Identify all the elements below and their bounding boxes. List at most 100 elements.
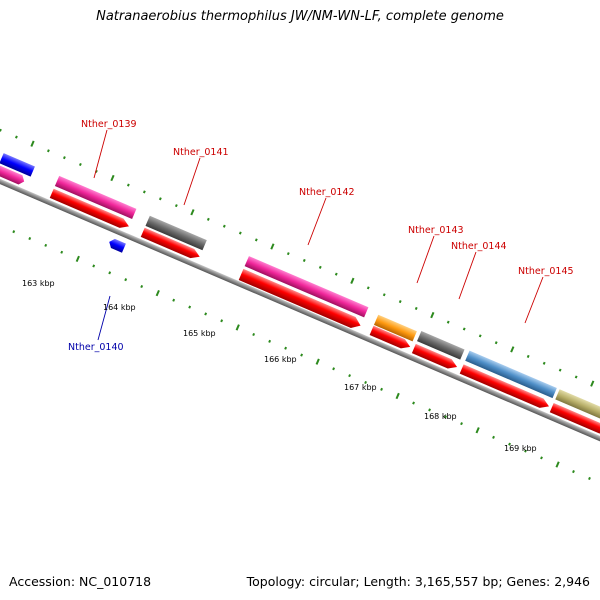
gene-block-nther-0145[interactable] (465, 350, 557, 399)
lower-scale-minor-tick (204, 312, 208, 316)
gene-block-nther-0144[interactable] (417, 331, 465, 360)
gene-block-nther-0138[interactable] (0, 153, 35, 177)
upper-scale-minor-tick (542, 361, 546, 365)
gene-arrow-nther-0144[interactable] (411, 343, 459, 372)
lower-scale-minor-tick (380, 387, 383, 391)
upper-scale-minor-tick (462, 327, 466, 331)
upper-scale-minor-tick (398, 300, 402, 304)
gene-label-nther-0143: Nther_0143 (408, 225, 464, 236)
lower-scale-minor-tick (364, 380, 367, 385)
lower-scale-minor-tick (332, 367, 336, 371)
upper-scale-minor-tick (158, 197, 162, 201)
lower-scale-minor-tick (428, 408, 431, 412)
upper-scale-minor-tick (558, 368, 562, 372)
lower-scale-major-tick (555, 461, 560, 468)
upper-scale-minor-tick (46, 149, 50, 153)
scale-label-165: 165 kbp (183, 329, 216, 338)
lower-scale-major-tick (155, 289, 160, 297)
upper-scale-minor-tick (286, 252, 290, 256)
upper-scale-major-tick (110, 174, 115, 182)
lower-scale-minor-tick (92, 264, 96, 268)
scale-label-168: 168 kbp (424, 412, 457, 421)
gene-label-nther-0145: Nther_0145 (518, 266, 574, 277)
gene-arrow-nther-0146[interactable] (549, 403, 600, 437)
scale-label-166: 166 kbp (264, 355, 297, 364)
upper-scale-major-tick (510, 346, 515, 353)
lower-scale-minor-tick (348, 374, 352, 378)
upper-scale-minor-tick (126, 183, 130, 187)
gene-label-nther-0142: Nther_0142 (299, 187, 355, 198)
lower-scale-minor-tick (188, 305, 192, 309)
gene-block-nther-0143[interactable] (373, 314, 417, 342)
upper-scale-minor-tick (78, 162, 82, 167)
lower-scale-minor-tick (252, 332, 256, 337)
lower-scale-minor-tick (108, 271, 112, 275)
gene-arrow-nther-0141[interactable] (140, 227, 202, 262)
gene-label-leaders (93, 129, 544, 341)
lower-scale-minor-tick (220, 319, 224, 323)
upper-scale-minor-tick (526, 354, 530, 358)
gene-arrow-nther-0139[interactable] (49, 188, 131, 231)
lower-scale-minor-tick (28, 236, 32, 241)
gene-block-nther-0141[interactable] (145, 215, 207, 251)
lower-scale-minor-tick (60, 250, 64, 254)
lower-scale-minor-tick (540, 456, 543, 460)
gene-label-nther-0141: Nther_0141 (173, 147, 229, 158)
gene-block-nther-0139[interactable] (54, 175, 137, 220)
lower-scale-ticks (12, 230, 591, 480)
lower-scale-minor-tick (12, 230, 16, 234)
upper-scale-minor-tick (494, 341, 498, 345)
lower-scale-minor-tick (460, 422, 463, 426)
genome-summary-text: Topology: circular; Length: 3,165,557 bp… (246, 574, 590, 589)
upper-scale-minor-tick (382, 293, 386, 297)
lower-scale-major-tick (75, 255, 80, 263)
gene-label-nther-0144: Nther_0144 (451, 241, 507, 252)
gene-block-nther-0142[interactable] (244, 256, 369, 318)
upper-scale-minor-tick (478, 334, 482, 338)
upper-scale-minor-tick (222, 224, 226, 228)
upper-scale-major-tick (590, 380, 595, 387)
lower-scale-minor-tick (588, 476, 591, 480)
lower-scale-minor-tick (444, 415, 447, 419)
lower-scale-minor-tick (572, 470, 575, 474)
lower-scale-minor-tick (508, 442, 511, 446)
lower-scale-minor-tick (300, 353, 304, 357)
upper-scale-minor-tick (254, 238, 258, 242)
lower-scale-minor-tick (492, 435, 495, 439)
lower-scale-major-tick (235, 324, 240, 331)
upper-scale-minor-tick (334, 272, 338, 276)
upper-scale-minor-tick (366, 286, 370, 290)
upper-scale-minor-tick (302, 258, 306, 263)
upper-scale-minor-tick (414, 306, 418, 310)
gene-arrow-nther-0138[interactable] (0, 165, 26, 186)
upper-scale-minor-tick (62, 156, 66, 160)
upper-scale-minor-tick (174, 204, 178, 208)
lower-scale-minor-tick (284, 346, 288, 350)
lower-scale-major-tick (315, 358, 320, 365)
genome-backbone (0, 171, 600, 452)
upper-scale-major-tick (190, 209, 195, 216)
lower-scale-minor-tick (268, 339, 272, 343)
upper-scale-minor-tick (15, 135, 18, 139)
lower-scale-major-tick (475, 427, 480, 434)
lower-scale-major-tick (395, 392, 400, 400)
scale-label-169: 169 kbp (504, 444, 537, 453)
scale-label-164: 164 kbp (103, 303, 136, 312)
gene-arrow-nther-0142[interactable] (238, 268, 363, 331)
accession-text: Accession: NC_010718 (9, 574, 152, 589)
gene-arrow-nther-0145[interactable] (459, 364, 551, 411)
scale-label-167: 167 kbp (344, 383, 377, 392)
gene-label-nther-0139: Nther_0139 (81, 119, 137, 130)
upper-scale-minor-tick (142, 190, 146, 194)
upper-scale-minor-tick (206, 217, 210, 221)
gene-arrow-nther-0143[interactable] (369, 325, 413, 352)
gene-arrow-nther-0140[interactable] (107, 237, 126, 253)
lower-scale-minor-tick (412, 401, 415, 405)
upper-scale-major-tick (430, 311, 435, 319)
upper-scale-minor-tick (446, 320, 450, 324)
lower-scale-minor-tick (140, 284, 144, 289)
upper-scale-major-tick (350, 277, 355, 284)
upper-scale-major-tick (30, 140, 35, 147)
gene-label-nther-0140: Nther_0140 (68, 342, 124, 353)
lower-scale-minor-tick (524, 449, 527, 453)
